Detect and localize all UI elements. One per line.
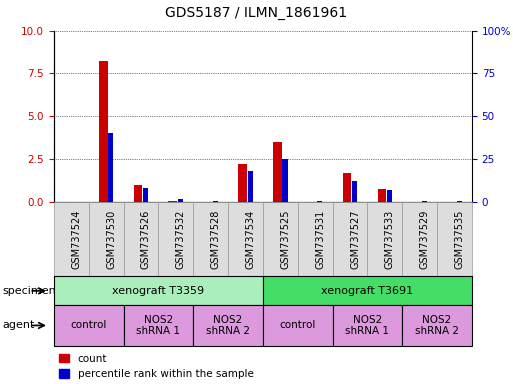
Text: NOS2
shRNA 1: NOS2 shRNA 1 [136,314,181,336]
Bar [213,201,218,202]
Bar [143,188,148,202]
Text: GSM737531: GSM737531 [315,209,325,269]
Bar [238,164,247,202]
Text: control: control [70,320,107,331]
Text: GSM737528: GSM737528 [211,209,221,269]
Text: GSM737530: GSM737530 [106,209,116,269]
Bar [178,199,183,202]
Bar [273,142,282,202]
Bar [317,201,323,202]
Text: GSM737527: GSM737527 [350,209,360,269]
Bar [343,174,351,202]
Bar [422,201,427,202]
Text: NOS2
shRNA 2: NOS2 shRNA 2 [206,314,250,336]
Bar [134,185,143,202]
Text: specimen: specimen [3,286,56,296]
Bar [387,190,392,202]
Bar [283,159,288,202]
Bar [248,171,253,202]
Bar [108,133,113,202]
Text: GSM737533: GSM737533 [385,209,395,269]
Legend: count, percentile rank within the sample: count, percentile rank within the sample [59,354,254,379]
Text: control: control [280,320,316,331]
Text: GSM737534: GSM737534 [246,209,255,269]
Text: GSM737524: GSM737524 [71,209,81,269]
Text: GDS5187 / ILMN_1861961: GDS5187 / ILMN_1861961 [165,6,348,20]
Bar [99,61,108,202]
Text: xenograft T3359: xenograft T3359 [112,286,205,296]
Text: agent: agent [3,320,35,331]
Bar [168,201,177,202]
Text: GSM737526: GSM737526 [141,209,151,269]
Bar [352,181,358,202]
Text: NOS2
shRNA 2: NOS2 shRNA 2 [415,314,459,336]
Bar [378,189,386,202]
Text: GSM737532: GSM737532 [176,209,186,269]
Text: GSM737529: GSM737529 [420,209,430,269]
Text: xenograft T3691: xenograft T3691 [321,286,413,296]
Text: GSM737525: GSM737525 [280,209,290,269]
Text: NOS2
shRNA 1: NOS2 shRNA 1 [345,314,389,336]
Text: GSM737535: GSM737535 [455,209,465,269]
Bar [457,201,462,202]
